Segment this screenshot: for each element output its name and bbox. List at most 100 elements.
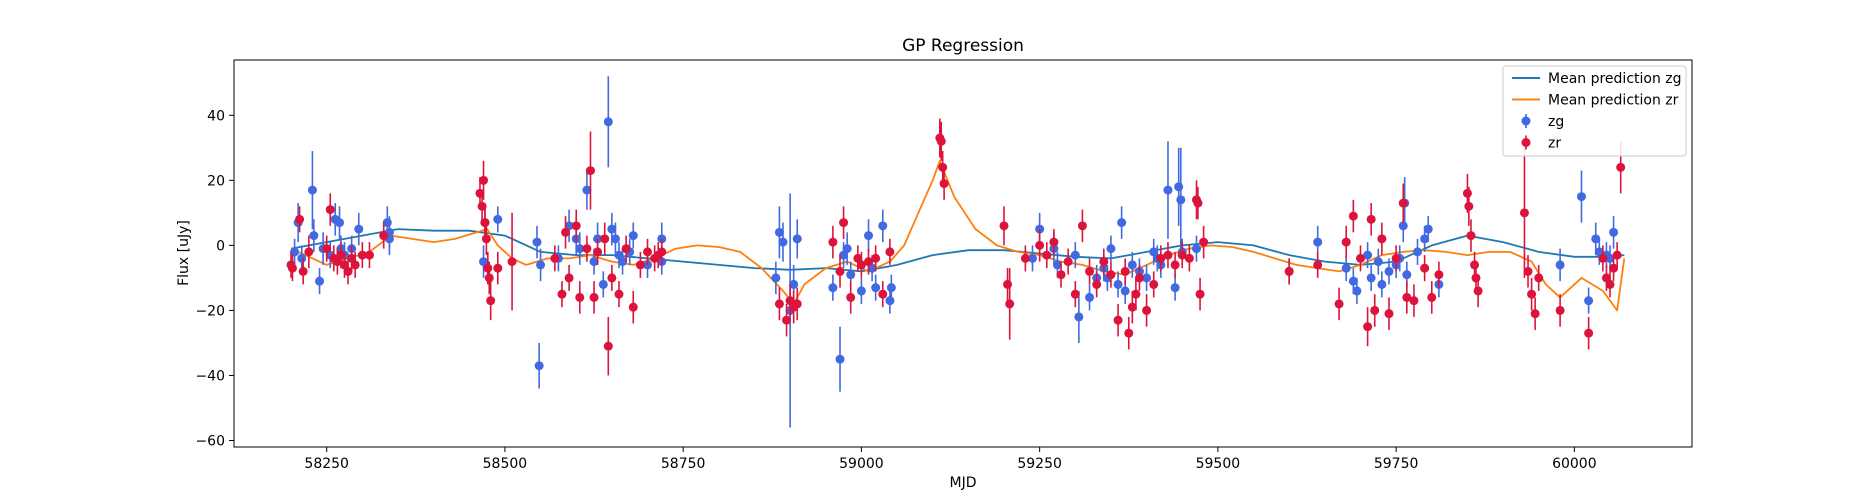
zr-data-point <box>1085 266 1095 276</box>
zg-data-point <box>603 117 613 127</box>
zr-data-point <box>1462 188 1472 198</box>
zr-data-point <box>1106 270 1116 280</box>
legend-label: Mean prediction zg <box>1548 71 1682 87</box>
zg-data-point <box>1174 182 1184 192</box>
zr-data-point <box>1195 289 1205 299</box>
zr-data-point <box>1334 299 1344 309</box>
zr-data-point <box>621 244 631 254</box>
zr-data-point <box>864 257 874 267</box>
zg-data-point <box>354 224 364 234</box>
zr-data-point <box>1398 198 1408 208</box>
zr-data-point <box>343 266 353 276</box>
zr-data-point <box>1519 208 1529 218</box>
zg-data-point <box>1348 276 1358 286</box>
zr-data-point <box>1471 273 1481 283</box>
zr-data-point <box>1470 260 1480 270</box>
zg-data-point <box>532 237 542 247</box>
zr-data-point <box>1555 305 1565 315</box>
zr-data-point <box>1534 273 1544 283</box>
zr-data-point <box>1199 237 1209 247</box>
zg-data-point <box>1313 237 1323 247</box>
zg-data-point <box>534 361 544 371</box>
zg-data-point <box>835 354 845 364</box>
zr-data-point <box>1466 231 1476 241</box>
zr-data-point <box>1134 273 1144 283</box>
zg-data-point <box>1584 296 1594 306</box>
zr-data-point <box>871 253 881 263</box>
zr-data-point <box>835 266 845 276</box>
zg-data-point <box>1576 192 1586 202</box>
x-tick-label: 59000 <box>839 456 884 472</box>
zr-data-point <box>585 166 595 176</box>
y-tick-label: −40 <box>195 368 225 384</box>
zg-data-point <box>1591 234 1601 244</box>
legend: Mean prediction zg Mean prediction zr zg zr <box>1502 65 1687 157</box>
zr-data-point <box>643 247 653 257</box>
zr-data-point <box>1348 211 1358 221</box>
zr-data-point <box>493 263 503 273</box>
zr-data-point <box>1127 302 1137 312</box>
zg-data-point <box>1074 312 1084 322</box>
zr-data-point <box>1131 289 1141 299</box>
zg-data-point <box>1402 270 1412 280</box>
zg-data-point <box>886 283 896 293</box>
zg-data-point <box>1127 260 1137 270</box>
zr-data-point <box>484 273 494 283</box>
zg-data-point <box>598 279 608 289</box>
zr-data-point <box>856 260 866 270</box>
zr-data-point <box>1384 309 1394 319</box>
series-zr <box>286 118 1626 376</box>
legend-marker-swatch <box>1521 116 1531 126</box>
legend-label: Mean prediction zr <box>1548 93 1679 109</box>
zr-data-point <box>1113 315 1123 325</box>
zr-data-point <box>571 221 581 231</box>
zr-data-point <box>483 263 493 273</box>
zr-data-point <box>1077 221 1087 231</box>
zg-data-point <box>1191 244 1201 254</box>
zg-data-point <box>864 231 874 241</box>
zg-data-point <box>1377 279 1387 289</box>
zg-data-point <box>628 231 638 241</box>
zg-data-point <box>575 244 585 254</box>
zr-data-point <box>1616 162 1626 172</box>
zg-data-point <box>1070 250 1080 260</box>
zr-data-point <box>1609 263 1619 273</box>
legend-box <box>1502 65 1687 157</box>
zr-data-point <box>1035 240 1045 250</box>
zg-data-point <box>1398 221 1408 231</box>
zr-data-point <box>782 315 792 325</box>
zr-data-point <box>1427 292 1437 302</box>
zg-data-point <box>1176 195 1186 205</box>
zr-data-point <box>1366 214 1376 224</box>
zr-data-point <box>481 234 491 244</box>
zg-data-point <box>335 218 345 228</box>
zr-data-point <box>1527 289 1537 299</box>
zg-data-point <box>1423 224 1433 234</box>
x-axis-label: MJD <box>950 475 977 491</box>
zr-data-point <box>1473 286 1483 296</box>
zr-data-point <box>357 250 367 260</box>
zr-data-point <box>1391 253 1401 263</box>
zr-data-point <box>1355 253 1365 263</box>
zr-data-point <box>1523 266 1533 276</box>
zr-data-point <box>1005 299 1015 309</box>
zg-data-point <box>536 260 546 270</box>
zg-data-point <box>607 224 617 234</box>
zr-data-point <box>878 289 888 299</box>
zg-data-point <box>1085 292 1095 302</box>
zg-data-point <box>871 283 881 293</box>
zr-data-point <box>1156 253 1166 263</box>
zr-data-point <box>1464 201 1474 211</box>
zg-data-point <box>589 257 599 267</box>
zr-data-point <box>1149 279 1159 289</box>
zg-data-point <box>856 286 866 296</box>
zg-data-point <box>1366 273 1376 283</box>
zg-data-point <box>1117 218 1127 228</box>
x-tick-label: 60000 <box>1552 456 1597 472</box>
zr-data-point <box>1598 253 1608 263</box>
zg-data-point <box>1341 263 1351 273</box>
zr-data-point <box>1042 250 1052 260</box>
zr-data-point <box>550 253 560 263</box>
zg-data-point <box>1609 227 1619 237</box>
